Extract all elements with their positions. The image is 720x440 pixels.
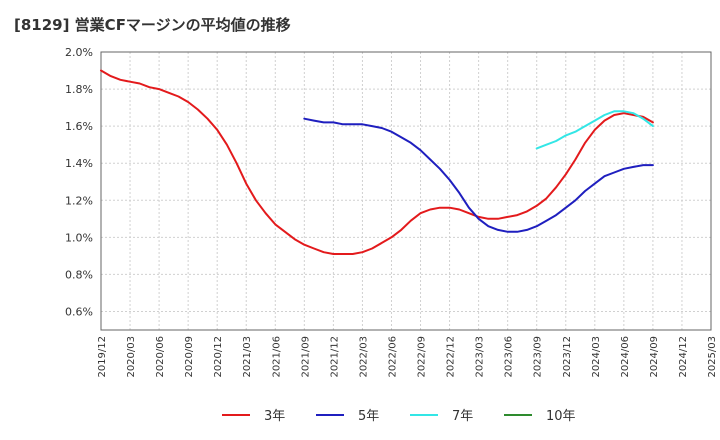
- chart-title: [8129] 営業CFマージンの平均値の推移: [14, 16, 291, 34]
- x-tick-label: 2021/12: [329, 336, 340, 378]
- x-tick-label: 2024/12: [678, 336, 689, 378]
- legend-label-3: 10年: [546, 409, 576, 424]
- plot-frame: [100, 51, 712, 331]
- series-line-2: [535, 110, 654, 150]
- y-axis-ticks: 0.6% 0.8% 1.0% 1.2% 1.4% 1.6% 1.8% 2.0%: [65, 46, 93, 318]
- y-tick-label: 1.6%: [65, 120, 93, 133]
- series-line-0: [100, 69, 654, 255]
- x-tick-label: 2020/06: [155, 336, 166, 378]
- x-tick-label: 2023/06: [504, 336, 515, 378]
- series-line-1: [303, 117, 654, 233]
- x-tick-label: 2020/09: [184, 336, 195, 378]
- x-tick-label: 2023/03: [475, 336, 486, 378]
- y-tick-label: 1.2%: [65, 194, 93, 207]
- x-tick-label: 2025/03: [707, 336, 718, 378]
- x-tick-label: 2024/06: [620, 336, 631, 378]
- y-tick-label: 0.6%: [65, 305, 93, 318]
- x-tick-label: 2022/12: [446, 336, 457, 378]
- x-tick-label: 2021/09: [300, 336, 311, 378]
- x-tick-label: 2021/06: [271, 336, 282, 378]
- legend-label-2: 7年: [452, 409, 473, 424]
- x-tick-label: 2022/09: [417, 336, 428, 378]
- x-axis-ticks: 2019/12 2020/03 2020/06 2020/09 2020/12 2021/…: [97, 336, 718, 378]
- y-tick-label: 2.0%: [65, 46, 93, 59]
- x-tick-label: 2020/12: [213, 336, 224, 378]
- x-tick-label: 2024/09: [649, 336, 660, 378]
- legend: 3年 5年 7年 10年: [222, 409, 576, 424]
- y-tick-label: 1.0%: [65, 231, 93, 244]
- y-tick-label: 1.8%: [65, 83, 93, 96]
- series-lines: [100, 69, 654, 255]
- grid-lines: [101, 51, 711, 330]
- x-tick-label: 2024/03: [591, 336, 602, 378]
- y-tick-label: 0.8%: [65, 268, 93, 281]
- x-tick-label: 2023/12: [562, 336, 573, 378]
- y-tick-label: 1.4%: [65, 157, 93, 170]
- x-tick-label: 2021/03: [242, 336, 253, 378]
- x-tick-label: 2022/03: [358, 336, 369, 378]
- x-tick-label: 2019/12: [97, 336, 108, 378]
- x-tick-label: 2020/03: [126, 336, 137, 378]
- x-tick-label: 2023/09: [533, 336, 544, 378]
- legend-label-0: 3年: [264, 409, 285, 424]
- x-tick-label: 2022/06: [387, 336, 398, 378]
- legend-label-1: 5年: [358, 409, 379, 424]
